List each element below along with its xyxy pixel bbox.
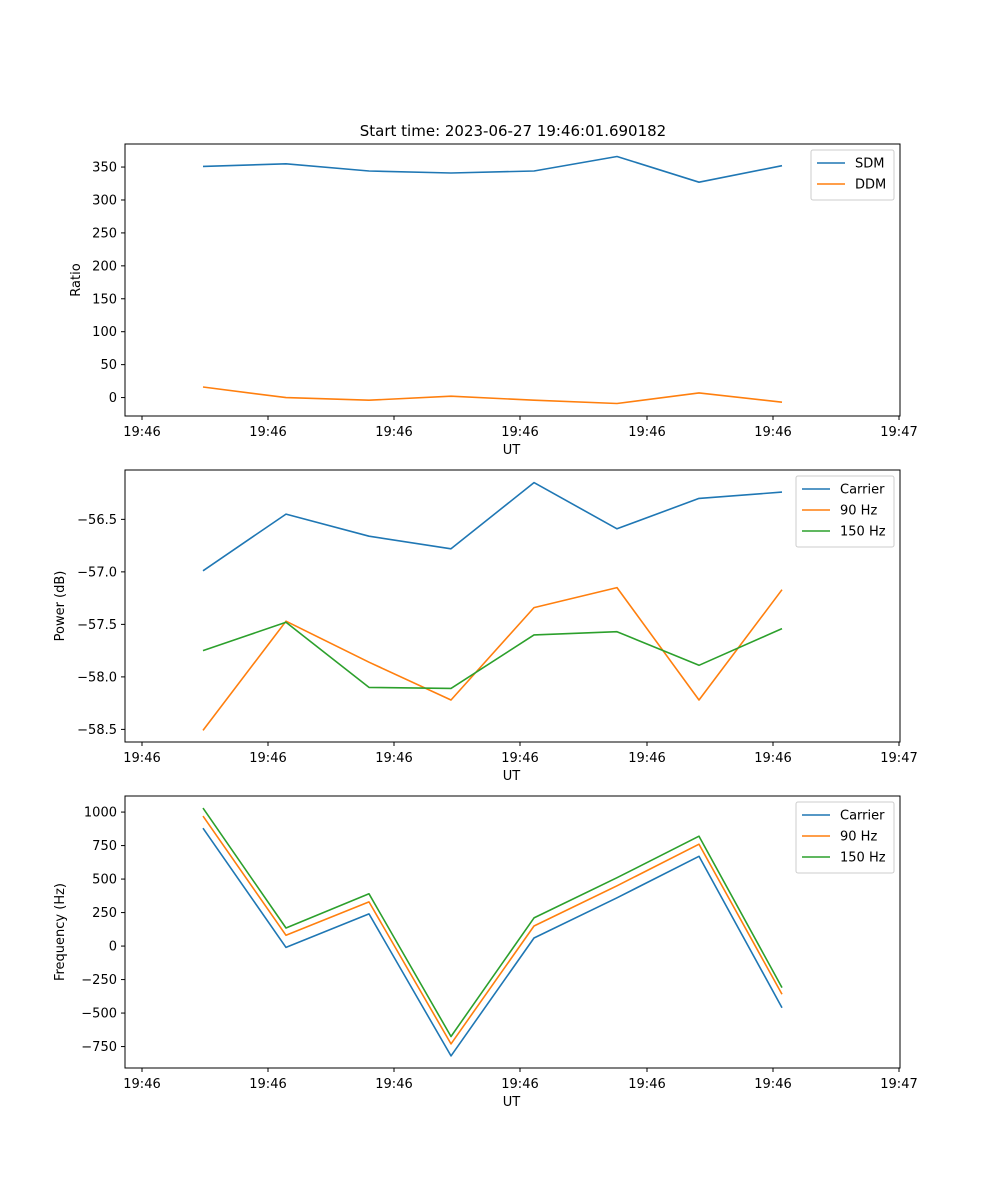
x-tick-label: 19:46 [249,751,286,766]
y-axis-label: Power (dB) [53,571,68,642]
series-line-150-hz [202,807,783,1038]
x-axis-label: UT [503,443,521,458]
x-tick-label: 19:46 [628,425,665,440]
x-tick-label: 19:46 [754,425,791,440]
legend-entry: 150 Hz [840,851,886,866]
x-tick-label: 19:46 [249,1077,286,1092]
y-tick-label: 150 [92,292,117,307]
x-tick-label: 19:46 [123,425,160,440]
x-tick-label: 19:46 [501,751,538,766]
y-axis-label: Frequency (Hz) [53,883,68,981]
series-line-carrier [202,481,783,572]
axes-frame [124,469,901,743]
chart-panel-1: 0 50 100 150 200 250 300 350 19:46 19:46 19:46 19:4… [69,143,918,458]
x-tick-label: 19:46 [501,425,538,440]
legend-box [795,801,895,874]
y-tick-label: −58.0 [77,670,117,685]
figure-title: Start time: 2023-06-27 19:46:01.690182 [360,122,666,140]
legend-box [795,475,895,548]
x-tick-label: 19:46 [628,1077,665,1092]
x-tick-label: 19:47 [880,425,917,440]
chart-panel-2: −56.5 −57.0 −57.5 −58.0 −58.5 19:46 19:46 19:46… [53,469,918,784]
y-tick-label: 200 [92,259,117,274]
series-line-150-hz [202,621,783,690]
y-axis-label: Ratio [69,263,84,296]
legend-entry: 90 Hz [840,830,877,845]
y-tick-label: −58.5 [77,723,117,738]
x-tick-label: 19:46 [123,751,160,766]
y-tick-label: 350 [92,161,117,176]
y-tick-label: −500 [81,1007,117,1022]
legend-entry: Carrier [840,809,885,824]
legend-entry: Carrier [840,483,885,498]
y-tick-label: 500 [92,873,117,888]
y-tick-label: −250 [81,973,117,988]
x-tick-label: 19:46 [754,1077,791,1092]
legend-entry: 90 Hz [840,504,877,519]
x-tick-label: 19:46 [628,751,665,766]
y-tick-label: 0 [109,940,117,955]
chart-panel-3: 1000 750 500 250 0 −250 −500 −750 19:46 19:46 19:4… [53,795,918,1110]
x-axis-label: UT [503,769,521,784]
x-tick-label: 19:46 [375,425,412,440]
y-tick-label: 250 [92,906,117,921]
x-axis-label: UT [503,1095,521,1110]
y-tick-label: 300 [92,193,117,208]
x-tick-label: 19:46 [123,1077,160,1092]
y-tick-label: 250 [92,226,117,241]
y-tick-label: −57.5 [77,618,117,633]
series-line-ddm [202,386,783,405]
legend-entry: SDM [855,157,884,172]
x-tick-label: 19:46 [375,1077,412,1092]
y-tick-label: −750 [81,1040,117,1055]
x-tick-label: 19:47 [880,1077,917,1092]
axes-frame [124,795,901,1069]
x-tick-label: 19:46 [501,1077,538,1092]
y-tick-label: 750 [92,839,117,854]
y-tick-label: −56.5 [77,513,117,528]
series-line-90-hz [202,586,783,731]
legend-entry: 150 Hz [840,525,886,540]
axes-frame [124,143,901,417]
y-tick-label: 50 [100,358,117,373]
y-tick-label: −57.0 [77,565,117,580]
y-tick-label: 100 [92,325,117,340]
x-tick-label: 19:46 [375,751,412,766]
series-line-90-hz [202,815,783,1045]
y-tick-label: 0 [109,391,117,406]
series-line-sdm [202,155,783,183]
y-tick-label: 1000 [84,806,117,821]
x-tick-label: 19:46 [754,751,791,766]
series-line-carrier [202,827,783,1057]
legend-entry: DDM [855,178,886,193]
x-tick-label: 19:46 [249,425,286,440]
x-tick-label: 19:47 [880,751,917,766]
